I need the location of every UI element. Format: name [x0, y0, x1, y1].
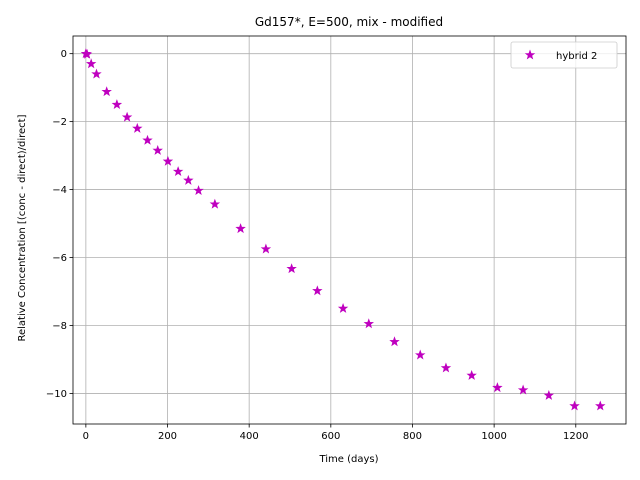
- y-tick-label: −4: [52, 185, 67, 196]
- x-tick-label: 400: [240, 431, 259, 442]
- data-point: [286, 263, 297, 274]
- data-point: [363, 318, 375, 329]
- data-point: [81, 48, 93, 59]
- data-point: [235, 223, 246, 234]
- data-point: [466, 369, 477, 380]
- data-point: [142, 134, 153, 145]
- data-point: [415, 349, 426, 360]
- data-points: [80, 48, 606, 411]
- data-point: [152, 145, 163, 155]
- data-point: [193, 185, 204, 196]
- chart-title: Gd157*, E=500, mix - modified: [255, 15, 443, 29]
- x-tick-label: 600: [321, 431, 340, 442]
- data-point: [440, 362, 452, 373]
- data-point: [595, 400, 606, 411]
- y-tick-label: −2: [52, 117, 67, 128]
- data-point: [132, 122, 143, 133]
- y-tick-label: −6: [52, 253, 67, 264]
- legend-marker-star: [524, 49, 536, 60]
- data-point: [517, 384, 529, 395]
- x-tick-label: 1000: [481, 431, 506, 442]
- data-point: [85, 58, 97, 69]
- x-tick-label: 200: [158, 431, 177, 442]
- data-point: [183, 174, 194, 185]
- y-tick-label: −10: [46, 389, 67, 400]
- data-point: [492, 382, 503, 393]
- legend-marker: [524, 49, 536, 60]
- data-point: [337, 303, 349, 313]
- data-point: [260, 243, 272, 254]
- x-tick-label: 1200: [563, 431, 588, 442]
- data-point: [121, 111, 133, 122]
- data-point: [209, 198, 221, 209]
- data-point: [543, 389, 555, 400]
- ticks: 0 200 400 600 800 1000 1200 0 −2 −4 −6 −8 −10: [46, 49, 589, 442]
- legend-box: [510, 41, 618, 69]
- data-point: [101, 86, 112, 97]
- data-point: [91, 68, 102, 79]
- x-tick-label: 800: [403, 431, 422, 442]
- x-tick-label: 0: [83, 431, 89, 442]
- x-axis-label: Time (days): [318, 454, 378, 465]
- data-point: [111, 99, 123, 110]
- y-tick-label: 0: [61, 49, 67, 60]
- data-point: [162, 155, 174, 166]
- legend: hybrid 2: [510, 41, 618, 69]
- data-point: [389, 336, 400, 347]
- data-point: [312, 285, 323, 296]
- y-tick-label: −8: [52, 321, 67, 332]
- data-point: [172, 166, 184, 176]
- data-point: [569, 400, 580, 411]
- y-axis-label: Relative Concentration [(conc - direct)/…: [17, 114, 28, 341]
- legend-label-hybrid-2: hybrid 2: [556, 51, 597, 62]
- plot-frame: [72, 35, 627, 425]
- grid: [73, 36, 626, 424]
